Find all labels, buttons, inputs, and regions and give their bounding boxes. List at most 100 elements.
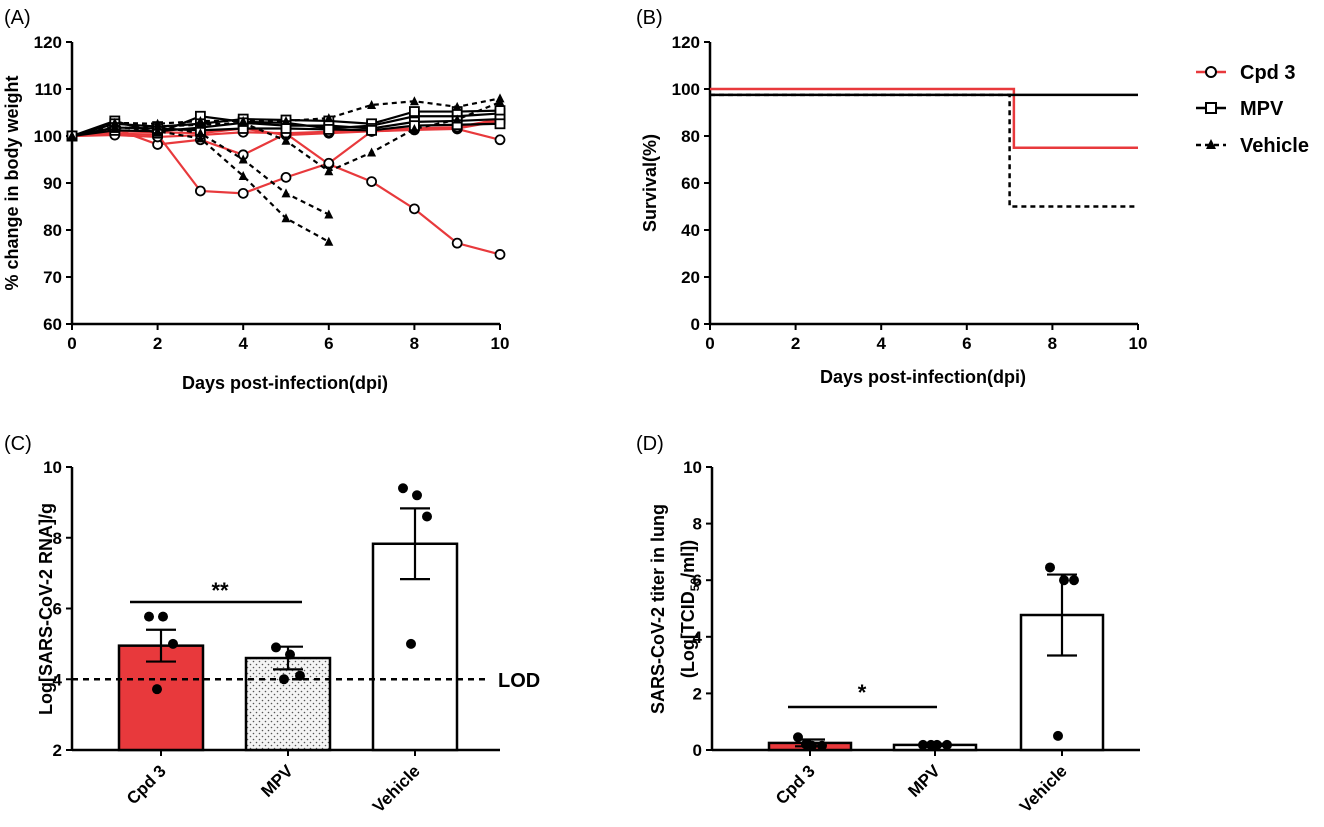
panel-d-y-tick-label: 6 [693,571,702,590]
panel-a-x-tick-label: 0 [67,334,76,353]
panel-b-x-tick-label: 8 [1048,334,1057,353]
panel-d-ylabel-line1: SARS-CoV-2 titer in lung [648,504,668,714]
panel-c-bar [117,644,205,752]
panel-b-survival-line [710,93,1138,208]
panel-d-significance: * [858,680,867,705]
panel-a-point [409,96,419,106]
panel-c-lod-label: LOD [498,670,540,692]
panel-a-point [408,106,420,117]
panel-b-x-tick-label: 4 [876,334,886,353]
panel-a-point [366,124,378,136]
panel-a-point [280,171,292,183]
panel-c-chart: 2 4 6 8 10 Cpd 3 MPV Vehicle [43,458,500,816]
panel-a-chart: 0 2 4 6 8 10 60 70 80 90 100 110 120 [34,33,510,353]
panel-d-data-point [1053,730,1063,741]
panel-b-y-tick-label: 100 [672,80,700,99]
panel-a-point [281,115,291,125]
panel-b-x-tick-label: 6 [962,334,971,353]
legend-label-cpd3: Cpd 3 [1240,62,1296,84]
panel-a-point [451,237,463,249]
panel-b-survival-line [710,87,1138,149]
legend-marker-cpd3 [1205,66,1217,78]
panel-a-point [408,203,420,215]
panel-b-x-tick-label: 10 [1129,334,1148,353]
panel-c-data-point [412,490,422,501]
panel-b-y-tick-label: 60 [681,174,700,193]
panel-a-point [194,185,206,197]
panel-a-point [280,123,292,134]
panel-a-point [110,123,120,133]
panel-d-ylabel-line2: (Log[TCID50/ml]) [678,540,702,678]
panel-a-point [110,117,120,127]
panel-c-data-point [271,642,281,653]
panel-a-x-tick-label: 8 [410,334,419,353]
panel-a-y-tick-label: 120 [34,33,62,52]
panel-a-point [281,188,291,198]
panel-d-y-tick-label: 2 [693,684,702,703]
panel-b-y-tick-label: 80 [681,127,700,146]
panel-a-point [366,176,378,187]
panel-a-x-tick-label: 2 [153,334,162,353]
panel-b-y-tick-label: 20 [681,268,700,287]
panel-c-y-tick-label: 6 [53,600,62,619]
panel-a-point [367,99,377,109]
panel-a-y-tick-label: 60 [43,315,62,334]
panel-a-point [323,124,335,135]
panel-c-data-point [144,611,154,622]
panel-a-point [324,113,334,123]
panel-a-point [494,118,506,130]
panel-a-y-tick-label: 100 [34,127,62,146]
panel-a-point [195,119,205,129]
panel-a-point [409,123,419,133]
panel-a-point [67,131,77,140]
panel-c-data-point [168,638,178,649]
panel-d-data-point [1069,575,1079,586]
panel-c-data-point [398,483,408,494]
panel-c-data-point [406,638,416,649]
legend-marker-vehicle [1206,139,1216,149]
panel-a-xlabel: Days post-infection(dpi) [182,373,388,393]
panel-d-data-point [793,732,803,743]
legend: Cpd 3 MPV Vehicle [1196,62,1309,157]
panel-d-y-tick-label: 8 [693,515,702,534]
legend-label-mpv: MPV [1240,98,1284,120]
panel-a-y-tick-label: 70 [43,268,62,287]
panel-d-data-point [801,739,811,750]
panel-a-point [324,209,334,219]
panel-c-significance: ** [211,578,229,603]
panel-a-point [452,114,462,124]
panel-d-data-point [1059,575,1069,586]
panel-a-y-tick-label: 90 [43,174,62,193]
panel-d-x-tick-label: Vehicle [1016,761,1071,816]
panel-a-point [367,147,377,157]
panel-d-data-point [942,739,952,750]
legend-label-vehicle: Vehicle [1240,135,1309,157]
panel-d-data-point [1045,562,1055,573]
panel-b-y-tick-label: 120 [672,33,700,52]
panel-d-data-point [817,740,827,751]
panel-c-data-point [152,684,162,695]
panel-b-label: (B) [636,7,663,29]
panel-d-y-tick-label: 0 [693,741,702,760]
panel-c-x-tick-label: Cpd 3 [123,761,170,808]
panel-a-point [494,134,506,146]
panel-c-label: (C) [4,433,32,455]
panel-c-x-tick-label: MPV [257,761,297,801]
panel-c-data-point [285,649,295,660]
panel-a-x-tick-label: 10 [491,334,510,353]
panel-b-y-tick-label: 0 [691,315,700,334]
legend-marker-mpv [1205,102,1217,114]
panel-a-x-tick-label: 6 [324,334,333,353]
panel-a-point [494,249,506,260]
panel-d-y-tick-label: 4 [693,628,703,647]
panel-b-xlabel: Days post-infection(dpi) [820,367,1026,387]
panel-a-point [324,166,334,176]
panel-a-point [195,128,205,138]
panel-c-data-point [422,511,432,522]
panel-c-y-tick-label: 2 [53,741,62,760]
panel-a-point [238,117,248,127]
panel-b-x-tick-label: 2 [791,334,800,353]
panel-a-point [153,126,163,136]
panel-d-x-tick-label: MPV [904,761,944,801]
